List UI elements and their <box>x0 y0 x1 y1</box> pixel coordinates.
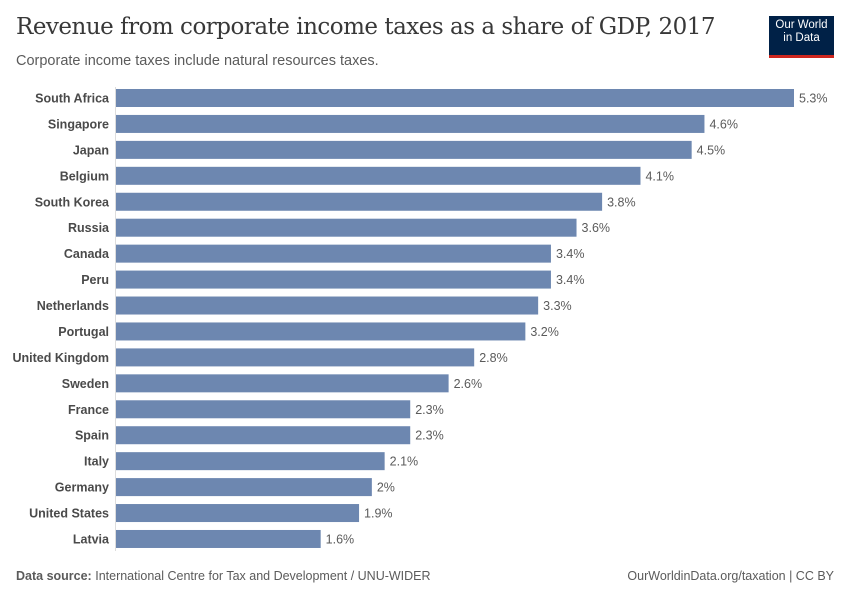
bar[interactable] <box>116 166 641 185</box>
value-label: 4.6% <box>709 117 738 131</box>
value-label: 2.3% <box>415 403 444 417</box>
category-label: Latvia <box>73 532 110 546</box>
value-label: 2.6% <box>454 377 483 391</box>
category-label: Germany <box>55 481 109 495</box>
category-label: Peru <box>81 273 109 287</box>
value-label: 5.3% <box>799 92 828 106</box>
category-label: South Korea <box>35 195 110 209</box>
category-label: Belgium <box>60 169 109 183</box>
source-text: International Centre for Tax and Develop… <box>95 569 431 583</box>
bar[interactable] <box>116 426 411 445</box>
bar[interactable] <box>116 504 360 523</box>
value-label: 3.6% <box>582 221 611 235</box>
bar[interactable] <box>116 322 526 341</box>
bar[interactable] <box>116 218 577 237</box>
value-label: 2.1% <box>390 455 419 469</box>
value-label: 1.6% <box>326 532 355 546</box>
bar[interactable] <box>116 452 385 471</box>
data-source: Data source: International Centre for Ta… <box>16 569 431 583</box>
bar[interactable] <box>116 89 794 107</box>
value-label: 2% <box>377 481 395 495</box>
category-label: United Kingdom <box>12 351 109 365</box>
bar[interactable] <box>116 400 411 419</box>
category-label: United States <box>29 507 109 521</box>
category-label: Russia <box>68 221 110 235</box>
bar[interactable] <box>116 270 551 289</box>
bar[interactable] <box>116 296 539 315</box>
owid-logo[interactable]: Our World in Data <box>769 16 834 58</box>
chart-title: Revenue from corporate income taxes as a… <box>16 14 716 40</box>
bar[interactable] <box>116 244 551 263</box>
bar[interactable] <box>116 478 372 497</box>
category-label: Singapore <box>48 117 109 131</box>
category-label: Japan <box>73 143 109 157</box>
value-label: 3.4% <box>556 273 585 287</box>
value-label: 1.9% <box>364 507 393 521</box>
value-label: 3.2% <box>530 325 559 339</box>
bar[interactable] <box>116 192 603 211</box>
footer-link[interactable]: OurWorldinData.org/taxation | CC BY <box>627 569 834 583</box>
source-label: Data source: <box>16 569 92 583</box>
value-label: 3.4% <box>556 247 585 261</box>
bar[interactable] <box>116 529 321 548</box>
value-label: 2.3% <box>415 429 444 443</box>
value-label: 4.1% <box>645 169 674 183</box>
chart-subtitle: Corporate income taxes include natural r… <box>16 53 379 69</box>
category-label: Italy <box>84 455 109 469</box>
category-label: Canada <box>64 247 110 261</box>
bar[interactable] <box>116 374 449 393</box>
value-label: 3.3% <box>543 299 572 313</box>
category-label: South Africa <box>35 92 110 106</box>
category-label: Portugal <box>58 325 109 339</box>
bar[interactable] <box>116 348 475 367</box>
value-label: 3.8% <box>607 195 636 209</box>
bar[interactable] <box>116 114 705 133</box>
category-label: Spain <box>75 429 109 443</box>
category-label: Netherlands <box>37 299 109 313</box>
category-label: France <box>68 403 109 417</box>
bar[interactable] <box>116 140 692 159</box>
value-label: 2.8% <box>479 351 508 365</box>
value-label: 4.5% <box>697 143 726 157</box>
category-label: Sweden <box>62 377 109 391</box>
